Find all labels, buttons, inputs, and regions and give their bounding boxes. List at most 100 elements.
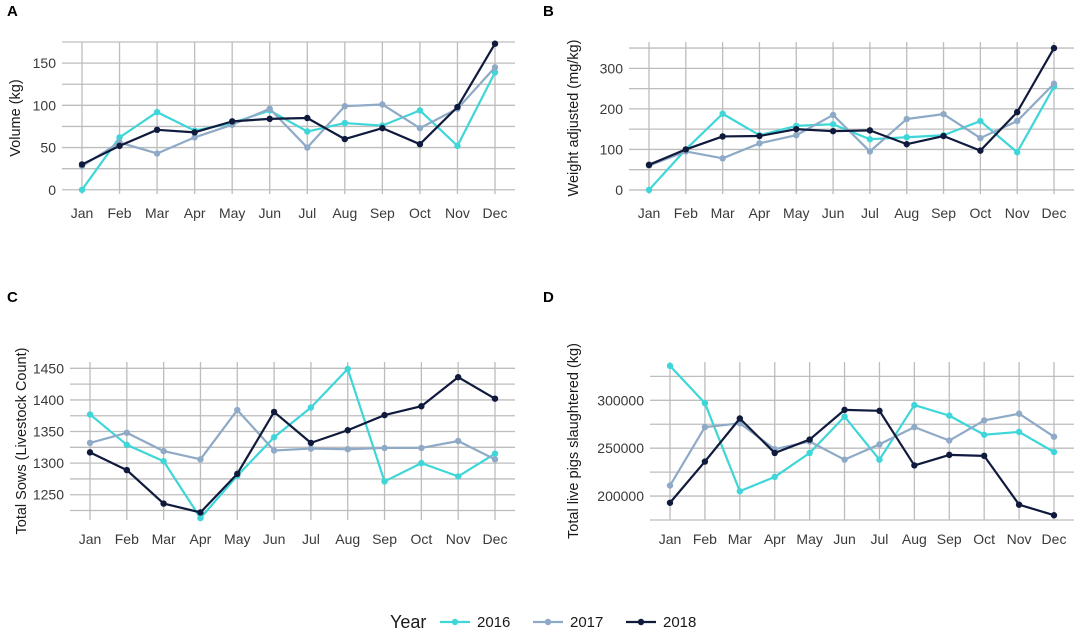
data-point-2017 — [491, 456, 499, 463]
data-point-2016 — [1050, 448, 1058, 456]
data-point-2016 — [270, 434, 278, 441]
x-tick-label: Feb — [674, 205, 698, 221]
series-line-2017 — [648, 82, 1055, 167]
data-point-2018 — [234, 470, 241, 478]
x-tick-label: Sep — [931, 205, 956, 221]
data-point-2016 — [160, 458, 167, 465]
x-tick-label: Sep — [937, 531, 962, 547]
y-axis-title: Total Sows (Livestock Count) — [14, 348, 30, 535]
data-point-2016 — [806, 449, 813, 457]
data-point-2018 — [771, 449, 778, 457]
data-point-2017 — [341, 102, 349, 110]
legend: Year 2016 2017 2018 — [390, 612, 696, 632]
data-point-2016 — [866, 136, 874, 143]
y-axis-title: Total live pigs slaughtered (kg) — [566, 343, 582, 539]
data-point-2018 — [304, 114, 311, 122]
data-point-2018 — [454, 103, 461, 111]
series-line-2018 — [81, 43, 496, 166]
data-point-2016 — [701, 399, 709, 407]
data-point-2017 — [1050, 433, 1058, 440]
data-point-2018 — [1050, 512, 1058, 519]
data-point-2017 — [756, 140, 763, 147]
data-point-2017 — [86, 439, 94, 447]
data-point-2018 — [806, 436, 813, 443]
data-point-2017 — [793, 132, 800, 139]
x-tick-label: Jan — [71, 205, 94, 221]
x-tick-label: Nov — [1005, 205, 1030, 221]
data-point-2016 — [645, 186, 653, 194]
chart-panels: 0 50 100 150 Jan Feb Mar Apr May Jun Jul Aug Sep Oct N… — [7, 3, 1074, 547]
y-tick-label: 1250 — [33, 487, 64, 503]
data-point-2016 — [491, 450, 499, 457]
data-point-2018 — [491, 395, 499, 402]
x-tick-label: Oct — [969, 205, 991, 221]
data-point-2018 — [666, 499, 674, 506]
data-point-2016 — [980, 431, 988, 438]
y-tick-label: 50 — [40, 140, 56, 156]
data-point-2016 — [454, 473, 462, 480]
x-tick-label: Nov — [445, 205, 470, 221]
x-tick-label: Jul — [298, 205, 316, 221]
data-point-2018 — [793, 125, 800, 133]
y-tick-label: 200000 — [597, 488, 644, 504]
data-point-2016 — [911, 401, 918, 409]
x-tick-label: May — [219, 205, 245, 221]
x-tick-label: Mar — [728, 531, 752, 547]
data-point-2016 — [123, 441, 131, 448]
data-point-2018 — [866, 127, 874, 134]
panel-letter: A — [7, 3, 18, 20]
data-point-2016 — [416, 107, 424, 114]
y-tick-label: 1300 — [33, 455, 64, 471]
panel-letter: D — [543, 289, 554, 306]
data-point-2016 — [307, 404, 315, 411]
data-point-2017 — [1013, 117, 1021, 125]
data-point-2018 — [191, 129, 198, 136]
data-point-2016 — [719, 110, 726, 117]
y-axis-title: Weight adjusted (mg/kg) — [566, 40, 582, 197]
y-tick-label: 200 — [600, 101, 624, 117]
y-tick-label: 250000 — [597, 440, 644, 456]
series-line-2016 — [81, 71, 496, 191]
data-point-2018 — [756, 132, 763, 140]
data-point-2018 — [1015, 501, 1023, 508]
x-tick-label: Mar — [145, 205, 169, 221]
y-tick-label: 300000 — [597, 392, 644, 408]
data-point-2017 — [977, 134, 984, 142]
data-point-2018 — [491, 40, 499, 47]
data-point-2018 — [418, 403, 425, 410]
x-tick-label: Jan — [79, 531, 102, 547]
data-point-2016 — [344, 365, 351, 373]
data-point-2018 — [153, 126, 161, 134]
data-point-2017 — [940, 110, 947, 118]
data-point-2017 — [197, 456, 204, 463]
data-point-2018 — [86, 449, 94, 456]
y-tick-label: 100 — [33, 97, 57, 113]
y-axis-title: Volume (kg) — [8, 79, 24, 156]
y-tick-label: 0 — [48, 182, 56, 198]
data-point-2018 — [645, 161, 653, 169]
data-point-2018 — [341, 135, 349, 143]
data-point-2018 — [841, 406, 848, 414]
data-point-2018 — [829, 127, 837, 135]
data-point-2016 — [418, 459, 425, 467]
panel-c: 1250 1300 1350 1400 1450 Jan Feb Mar Apr May Jun Ju… — [7, 289, 515, 547]
data-point-2018 — [379, 124, 386, 132]
data-point-2017 — [304, 144, 311, 151]
data-point-2018 — [980, 452, 988, 460]
x-tick-label: Jun — [258, 205, 281, 221]
data-point-2018 — [416, 140, 424, 148]
series-line-2017 — [81, 66, 496, 168]
data-point-2018 — [307, 439, 315, 447]
data-point-2017 — [491, 64, 499, 71]
data-point-2018 — [1013, 108, 1021, 116]
x-tick-label: Oct — [410, 531, 432, 547]
x-tick-label: Feb — [115, 531, 139, 547]
data-point-2018 — [876, 407, 883, 415]
data-point-2016 — [153, 108, 161, 116]
series-line-2017 — [669, 412, 1055, 487]
x-tick-label: Dec — [1042, 531, 1067, 547]
data-point-2016 — [381, 478, 388, 485]
x-tick-label: Jun — [263, 531, 286, 547]
y-tick-label: 150 — [33, 55, 57, 71]
